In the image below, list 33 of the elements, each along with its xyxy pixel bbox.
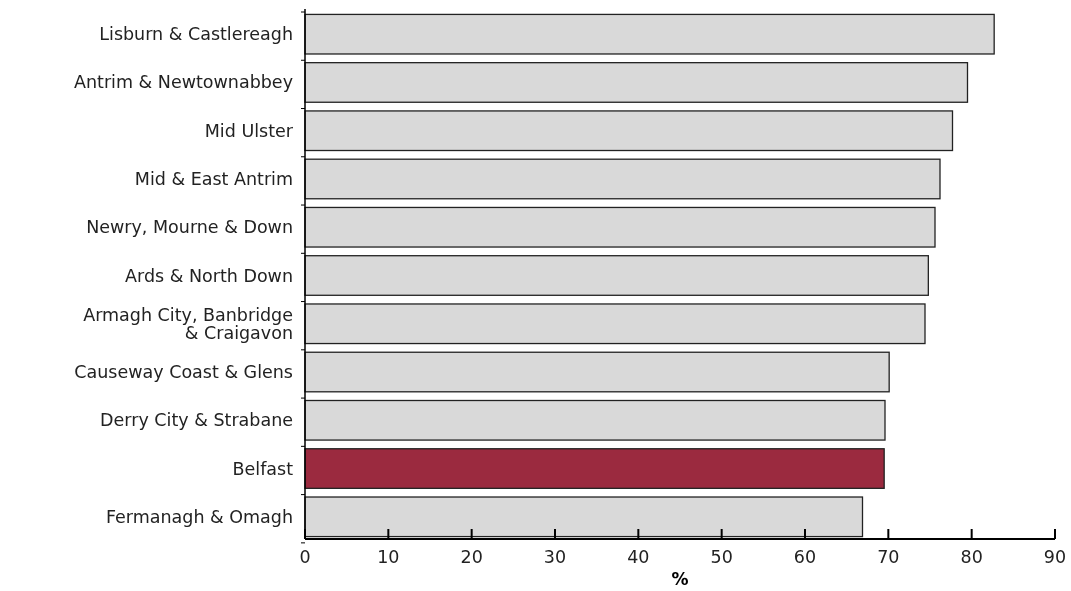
x-tick-label: 0 (299, 547, 311, 567)
x-tick-label: 70 (877, 547, 900, 567)
y-tick-label: Mid & East Antrim (134, 168, 293, 189)
bar (304, 62, 969, 103)
x-tick-label: 20 (460, 547, 483, 567)
x-tick-label: 60 (793, 547, 817, 567)
bar (304, 303, 926, 345)
x-tick-label: 80 (960, 547, 983, 567)
bar (304, 351, 890, 393)
x-tick-label: 50 (710, 547, 733, 567)
x-tick-label: 30 (543, 547, 567, 567)
y-tick-label: Armagh City, Banbridge & Craigavon (83, 304, 293, 343)
bar (304, 158, 941, 200)
y-tick-label: Belfast (232, 458, 294, 479)
y-tick-label: Newry, Mourne & Down (86, 217, 293, 238)
x-tick-label: 10 (377, 547, 400, 567)
x-tick-label: 90 (1043, 547, 1067, 567)
y-tick-label: Antrim & Newtownabbey (73, 72, 293, 93)
x-axis-title: % (671, 569, 689, 589)
bar (304, 496, 864, 538)
y-tick-label: Fermanagh & Omagh (105, 506, 293, 527)
bar (304, 206, 936, 248)
bar (304, 399, 886, 441)
y-tick-label: Lisburn & Castlereagh (99, 24, 293, 45)
bar (304, 13, 995, 55)
x-tick-label: 40 (627, 547, 650, 567)
bar (304, 448, 885, 489)
y-tick-label: Derry City & Strabane (100, 410, 293, 431)
y-tick-label: Causeway Coast & Glens (74, 362, 293, 383)
y-tick-label: Ards & North Down (125, 265, 293, 286)
y-tick-label: Mid Ulster (204, 120, 294, 141)
bar (304, 255, 929, 296)
bar (304, 110, 954, 152)
